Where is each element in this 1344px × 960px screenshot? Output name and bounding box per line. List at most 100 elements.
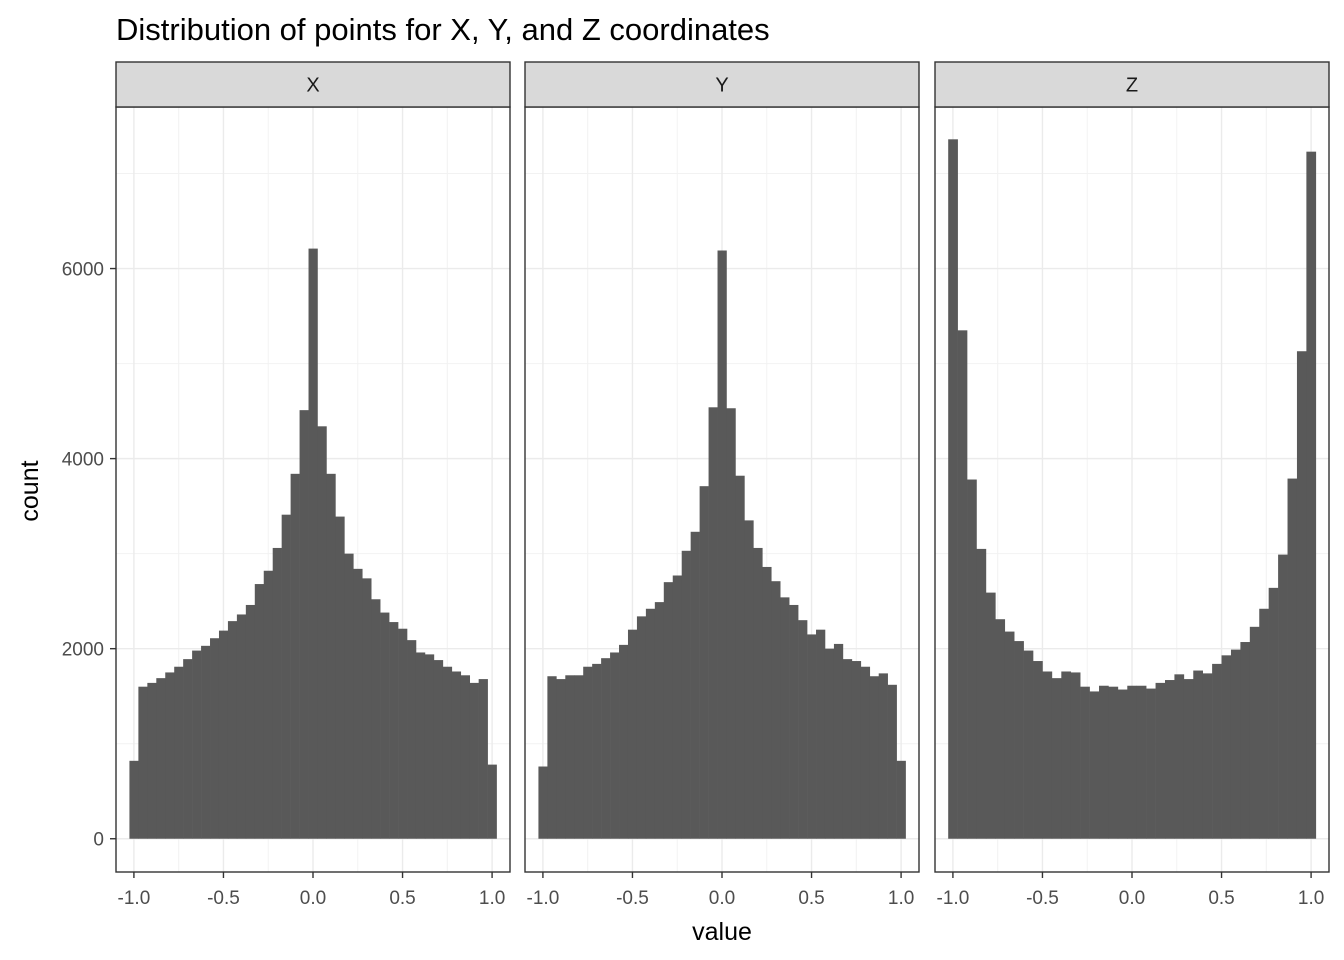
facet-panel-y: Y -1.0 -0.5 0.0 0.5 1.0 xyxy=(524,61,920,909)
histogram-bar xyxy=(1080,686,1090,839)
histogram-bar xyxy=(1164,680,1175,839)
chart-title: Distribution of points for X, Y, and Z c… xyxy=(116,12,770,47)
histogram-bar xyxy=(1306,151,1317,839)
histogram-bar xyxy=(860,666,871,839)
facet-panel-z: Z -1.0 -0.5 0.0 0.5 1.0 xyxy=(934,61,1330,909)
histogram-bar xyxy=(807,634,817,839)
histogram-bar xyxy=(753,547,763,839)
histogram-bar xyxy=(138,686,148,839)
x-tick-label: -0.5 xyxy=(207,888,240,909)
histogram-bar xyxy=(789,604,799,839)
histogram-bar xyxy=(174,666,184,839)
histogram-bar xyxy=(869,676,880,839)
histogram-bar xyxy=(1278,554,1288,839)
histogram-bar xyxy=(851,661,862,839)
histogram-bar xyxy=(547,676,557,839)
x-tick-label: -1.0 xyxy=(527,888,560,909)
histogram-bar xyxy=(645,608,656,839)
histogram-bar xyxy=(708,407,718,839)
histogram-bar xyxy=(1042,671,1053,839)
histogram-bar xyxy=(415,652,426,839)
histogram-bar xyxy=(1268,587,1279,839)
histogram-bar xyxy=(353,568,363,839)
histogram-bar xyxy=(1212,663,1222,839)
histogram-bar xyxy=(798,620,808,839)
x-tick-label: -1.0 xyxy=(937,888,970,909)
histogram-bar xyxy=(183,659,193,839)
x-tick-label: 1.0 xyxy=(479,888,505,909)
histogram-bar xyxy=(762,566,772,839)
histogram-bar xyxy=(896,760,906,839)
histogram-bar xyxy=(726,408,736,839)
histogram-bar xyxy=(1108,686,1119,839)
histogram-bar xyxy=(699,486,709,839)
histogram-bar xyxy=(236,614,247,839)
x-tick-label: -0.5 xyxy=(616,888,649,909)
histogram-bar xyxy=(574,675,584,839)
y-axis-title: count xyxy=(16,460,44,521)
histogram-bar xyxy=(619,644,629,839)
histogram-bar xyxy=(957,330,968,839)
histogram-bar xyxy=(565,675,575,839)
histogram-bar xyxy=(976,548,987,839)
histogram-bar xyxy=(735,475,745,839)
histogram-bar xyxy=(690,531,700,839)
facet-strip-label: X xyxy=(306,75,319,97)
histogram-bar xyxy=(1259,608,1269,839)
histogram-bar xyxy=(1249,626,1260,839)
histogram-bar xyxy=(442,666,453,839)
histogram-bar xyxy=(389,622,399,839)
x-tick-label: -0.5 xyxy=(1026,888,1059,909)
histogram-bar xyxy=(469,682,479,839)
histogram-bar xyxy=(1099,685,1109,839)
histogram-bar xyxy=(833,643,844,839)
histogram-bar xyxy=(254,584,265,839)
y-axis: 0 2000 4000 6000 xyxy=(62,260,116,851)
x-tick-label: 0.5 xyxy=(389,888,415,909)
histogram-bar xyxy=(538,766,548,839)
histogram-bar xyxy=(478,679,488,839)
histogram-bar xyxy=(451,671,462,839)
histogram-bar xyxy=(816,629,826,839)
histogram-bar xyxy=(627,629,638,839)
histogram-bar xyxy=(1183,679,1194,839)
histogram-bar xyxy=(165,672,175,839)
histogram-bar xyxy=(335,516,345,839)
histogram-bar xyxy=(1202,673,1213,839)
histogram-bar xyxy=(1004,631,1015,839)
histogram-bar xyxy=(1051,678,1062,839)
histogram-bar xyxy=(878,673,888,839)
histogram-bar xyxy=(192,650,202,839)
histogram-bar xyxy=(245,604,256,839)
histogram-bar xyxy=(610,652,620,839)
histogram-bar xyxy=(842,659,853,839)
histogram-bar xyxy=(948,139,958,839)
histogram-bar xyxy=(290,473,300,839)
histogram-bar xyxy=(1230,649,1241,839)
x-tick-label: 0.5 xyxy=(1208,888,1234,909)
histogram-bar xyxy=(1221,655,1232,839)
x-tick-label: 0.5 xyxy=(798,888,824,909)
histogram-bar xyxy=(556,679,566,839)
histogram-bar xyxy=(210,638,220,839)
histogram-bar xyxy=(326,473,336,839)
facet-panel-x: X -1.0 -0.5 0.0 0.5 1.0 xyxy=(115,61,511,909)
histogram-bar xyxy=(1296,351,1307,839)
x-tick-label: 0.0 xyxy=(1119,888,1145,909)
histogram-bar xyxy=(147,682,157,839)
facet-strip-label: Z xyxy=(1126,75,1138,97)
histogram-bar xyxy=(281,514,291,839)
facet-panels: X -1.0 -0.5 0.0 0.5 1.0 Y -1.0 -0.5 0.0 0.5 1.0 Z -1.… xyxy=(115,61,1330,909)
facet-strip-label: Y xyxy=(715,75,728,97)
facet-strip xyxy=(524,61,920,108)
histogram-bar xyxy=(1193,670,1203,839)
histogram-bar xyxy=(967,479,977,839)
histogram-bar xyxy=(887,684,897,839)
histogram-bar xyxy=(592,663,602,839)
histogram-bar xyxy=(371,599,381,839)
x-tick-label: 0.0 xyxy=(300,888,326,909)
histogram-bar xyxy=(272,547,282,839)
y-tick-label: 4000 xyxy=(62,450,104,471)
histogram-bar xyxy=(1033,661,1043,839)
facet-strip xyxy=(115,61,511,108)
